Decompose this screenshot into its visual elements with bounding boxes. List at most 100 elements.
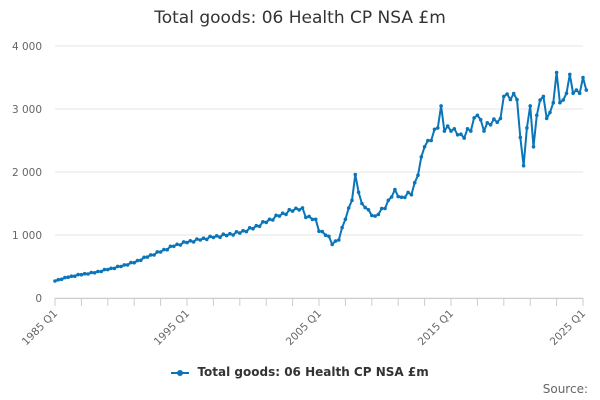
data-point <box>409 192 414 197</box>
data-point <box>379 206 384 211</box>
data-point <box>488 123 493 127</box>
data-point <box>419 155 424 159</box>
y-tick-label: 0 <box>35 293 42 305</box>
data-point <box>511 91 516 96</box>
data-point <box>195 237 199 241</box>
data-point <box>191 240 196 244</box>
data-point <box>257 224 262 229</box>
data-point <box>528 104 532 108</box>
x-tick-label: 1995 Q1 <box>152 308 192 348</box>
data-point <box>119 264 123 269</box>
data-point <box>142 255 146 260</box>
data-point <box>86 272 90 276</box>
data-point <box>376 212 381 217</box>
data-point <box>403 195 407 200</box>
data-point <box>96 269 100 274</box>
data-point <box>168 244 173 249</box>
series-line <box>54 71 588 282</box>
legend-label: Total goods: 06 Health CP NSA £m <box>197 365 429 379</box>
data-point <box>135 258 140 263</box>
data-point <box>495 120 500 125</box>
data-point <box>320 229 325 234</box>
data-point <box>317 229 321 233</box>
data-point <box>323 233 328 237</box>
data-point <box>343 217 348 222</box>
data-point <box>366 208 371 212</box>
data-point <box>241 228 245 233</box>
data-point <box>89 270 94 275</box>
data-point <box>426 138 430 143</box>
data-point <box>472 116 476 120</box>
data-point <box>449 129 453 133</box>
data-point <box>429 138 434 143</box>
data-point <box>59 277 64 282</box>
series-group <box>53 70 589 283</box>
data-point <box>280 211 285 215</box>
data-point <box>267 217 272 222</box>
y-tick-label: 4 000 <box>12 41 42 53</box>
data-point <box>228 231 232 236</box>
data-point <box>346 206 351 210</box>
data-point <box>148 253 153 257</box>
data-point <box>340 225 344 230</box>
data-point <box>76 272 80 277</box>
data-point <box>178 243 183 247</box>
data-point <box>198 238 202 242</box>
data-point <box>109 266 113 271</box>
data-point <box>459 132 463 136</box>
data-point <box>462 136 467 140</box>
data-point <box>498 116 503 121</box>
data-point <box>112 266 117 271</box>
data-point <box>406 190 410 195</box>
data-point <box>201 236 206 240</box>
x-tick-label: 2015 Q1 <box>416 308 456 348</box>
data-point <box>383 206 387 211</box>
gridlines <box>55 45 583 299</box>
data-point <box>106 267 110 272</box>
data-point <box>188 239 193 243</box>
chart-title: Total goods: 06 Health CP NSA £m <box>154 8 446 28</box>
data-point <box>353 172 358 177</box>
data-point <box>145 255 150 259</box>
x-tick-label: 1985 Q1 <box>20 308 60 348</box>
data-point <box>551 100 556 105</box>
data-point <box>231 233 235 237</box>
data-point <box>389 195 394 199</box>
data-point <box>214 234 219 238</box>
data-point <box>356 190 361 195</box>
data-point <box>432 127 437 132</box>
data-point <box>541 94 546 99</box>
data-point <box>330 242 335 247</box>
data-point <box>564 91 569 96</box>
data-point <box>115 264 120 269</box>
data-point <box>442 129 447 133</box>
data-point <box>465 127 470 131</box>
data-point <box>360 201 364 206</box>
data-point <box>122 263 127 267</box>
data-point <box>158 250 163 254</box>
data-point <box>370 213 374 218</box>
data-point <box>478 117 483 122</box>
data-point <box>129 260 133 265</box>
data-point <box>386 198 391 203</box>
data-point <box>538 98 542 102</box>
data-point <box>412 180 417 185</box>
data-point <box>574 88 579 92</box>
legend[interactable]: Total goods: 06 Health CP NSA £m <box>0 365 600 379</box>
data-point <box>548 110 552 115</box>
data-point <box>152 253 156 257</box>
data-point <box>125 263 130 267</box>
x-tick-label: 2005 Q1 <box>284 308 324 348</box>
data-point <box>139 258 143 263</box>
data-point <box>535 113 539 118</box>
data-point <box>396 194 401 199</box>
y-tick-label: 3 000 <box>12 104 42 116</box>
data-point <box>92 271 97 275</box>
data-point <box>416 173 420 177</box>
data-point <box>181 240 186 244</box>
data-point <box>234 230 239 234</box>
data-point <box>485 121 490 125</box>
data-point <box>584 88 589 92</box>
data-point <box>525 126 529 130</box>
